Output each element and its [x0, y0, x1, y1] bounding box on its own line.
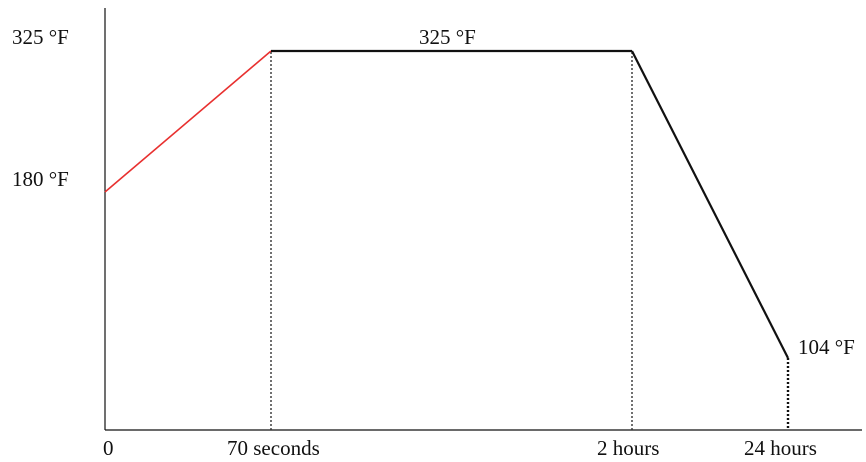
x-tick-label-70-seconds: 70 seconds — [227, 436, 320, 460]
annotation-104: 104 °F — [798, 335, 855, 359]
segment-cooling — [631, 50, 789, 359]
y-tick-label-180: 180 °F — [12, 167, 69, 191]
segment-heating — [104, 50, 272, 193]
y-tick-label-325: 325 °F — [12, 25, 69, 49]
x-tick-label-24-hours: 24 hours — [744, 436, 817, 460]
annotation-325: 325 °F — [419, 25, 476, 49]
x-tick-label-2-hours: 2 hours — [597, 436, 659, 460]
x-tick-label-0: 0 — [103, 436, 114, 460]
